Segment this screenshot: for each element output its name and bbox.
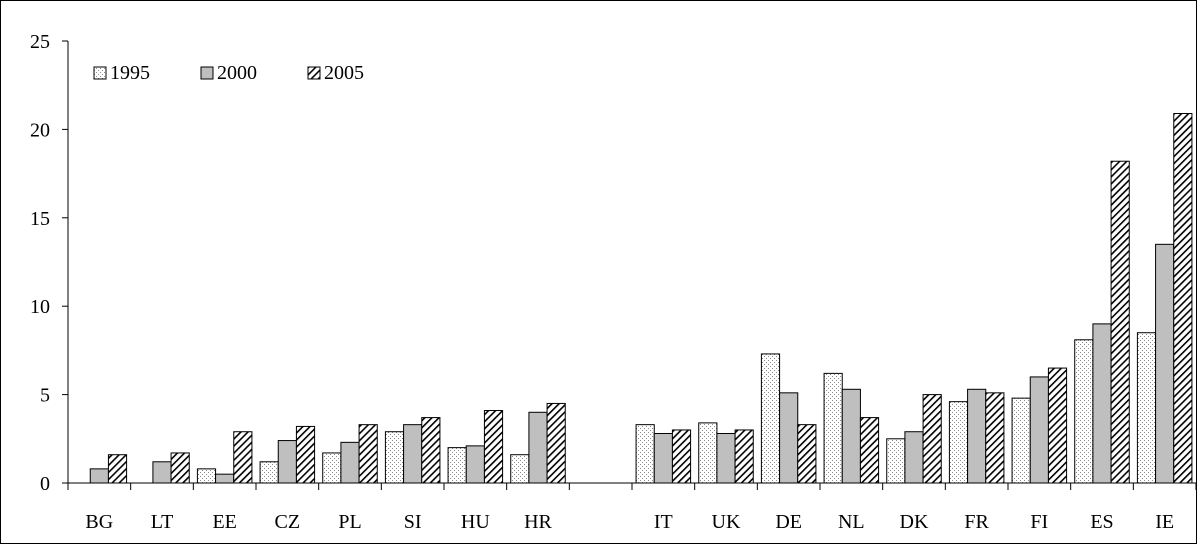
bar-2005-HU	[483, 410, 504, 484]
y-tick-label: 5	[40, 385, 50, 407]
bar-1995-FI	[1011, 397, 1031, 484]
bar-1995-IE	[1136, 332, 1157, 484]
x-tick-label: DE	[775, 511, 802, 533]
bar-2000-DK	[904, 431, 924, 484]
x-tick-label: ES	[1090, 511, 1113, 533]
legend-label-2005: 2005	[324, 62, 364, 84]
x-tick-label: IE	[1155, 511, 1174, 533]
bar-2005-EE	[233, 431, 253, 484]
legend-swatch-1995	[93, 66, 107, 80]
x-tick-label: CZ	[275, 511, 301, 533]
bar-2000-EE	[215, 473, 235, 484]
bar-2005-FR	[985, 392, 1005, 484]
bar-2000-FI	[1029, 376, 1049, 484]
bar-1995-NL	[823, 372, 843, 484]
bar-2000-BG	[89, 468, 109, 484]
bar-1995-HR	[510, 454, 530, 484]
bar-1995-PL	[322, 452, 342, 484]
bars	[89, 112, 1193, 484]
bar-2000-FR	[967, 388, 987, 484]
bar-2000-ES	[1092, 323, 1112, 484]
y-tick-label: 20	[30, 119, 50, 141]
y-tick-label: 25	[30, 31, 50, 53]
bar-2005-DE	[797, 424, 817, 484]
legend-label-1995: 1995	[110, 62, 150, 84]
x-tick-label: EE	[212, 511, 236, 533]
bar-1995-DK	[886, 438, 906, 484]
bar-2005-PL	[358, 424, 378, 484]
bar-1995-DE	[760, 353, 781, 484]
x-tick-label: SI	[404, 511, 422, 533]
bar-1995-SI	[384, 431, 405, 484]
x-tick-label: NL	[838, 511, 865, 533]
bar-2005-FI	[1047, 367, 1068, 484]
bar-2000-SI	[403, 424, 423, 484]
bar-2005-SI	[421, 417, 441, 484]
bar-1995-ES	[1074, 339, 1094, 484]
x-tick-label: FR	[964, 511, 989, 533]
bar-2000-NL	[841, 388, 861, 484]
x-tick-label: IT	[654, 511, 673, 533]
legend-label-2000: 2000	[217, 62, 257, 84]
bar-2000-DE	[779, 392, 799, 484]
y-tick-label: 0	[40, 473, 50, 495]
bar-1995-EE	[196, 468, 217, 484]
x-tick-label: UK	[712, 511, 741, 533]
bar-1995-FR	[948, 401, 969, 484]
y-tick-label: 15	[30, 208, 50, 230]
y-tick-label: 10	[30, 296, 50, 318]
legend: 1995 2000 2005	[93, 62, 364, 84]
bar-2005-LT	[170, 452, 190, 484]
x-tick-label: PL	[338, 511, 361, 533]
bar-1995-IT	[635, 424, 655, 484]
bar-2005-NL	[859, 417, 880, 484]
bar-2000-HU	[465, 445, 485, 484]
bar-1995-HU	[447, 447, 467, 484]
bar-2005-DK	[922, 394, 942, 484]
x-tick-label: LT	[151, 511, 174, 533]
x-tick-label: DK	[900, 511, 929, 533]
bar-2000-PL	[340, 441, 360, 484]
bar-2000-HR	[528, 411, 548, 484]
bar-2000-IT	[653, 432, 673, 484]
bar-2005-BG	[107, 454, 128, 484]
axes: 0 5 10 15 20 25 BG LT EE CZ PL SI HU HR IT UK DE NL DK FR FI…	[30, 31, 1197, 533]
legend-swatch-2005	[307, 66, 321, 80]
bar-2005-ES	[1110, 160, 1130, 484]
bar-2000-IE	[1155, 243, 1175, 484]
bar-2005-UK	[734, 429, 754, 484]
bar-1995-CZ	[259, 461, 279, 484]
legend-swatch-2000	[200, 66, 214, 80]
bar-2000-UK	[716, 432, 736, 484]
x-tick-label: BG	[85, 511, 113, 533]
x-tick-label: FI	[1030, 511, 1048, 533]
x-tick-label: HR	[524, 511, 552, 533]
bar-2005-IT	[671, 429, 692, 484]
bar-2005-CZ	[295, 425, 316, 484]
bar-2005-IE	[1173, 112, 1193, 484]
x-tick-label: HU	[461, 511, 490, 533]
bar-2000-CZ	[277, 440, 297, 484]
bar-1995-UK	[698, 422, 718, 484]
bar-2000-LT	[152, 461, 172, 484]
bar-2005-HR	[546, 402, 566, 484]
